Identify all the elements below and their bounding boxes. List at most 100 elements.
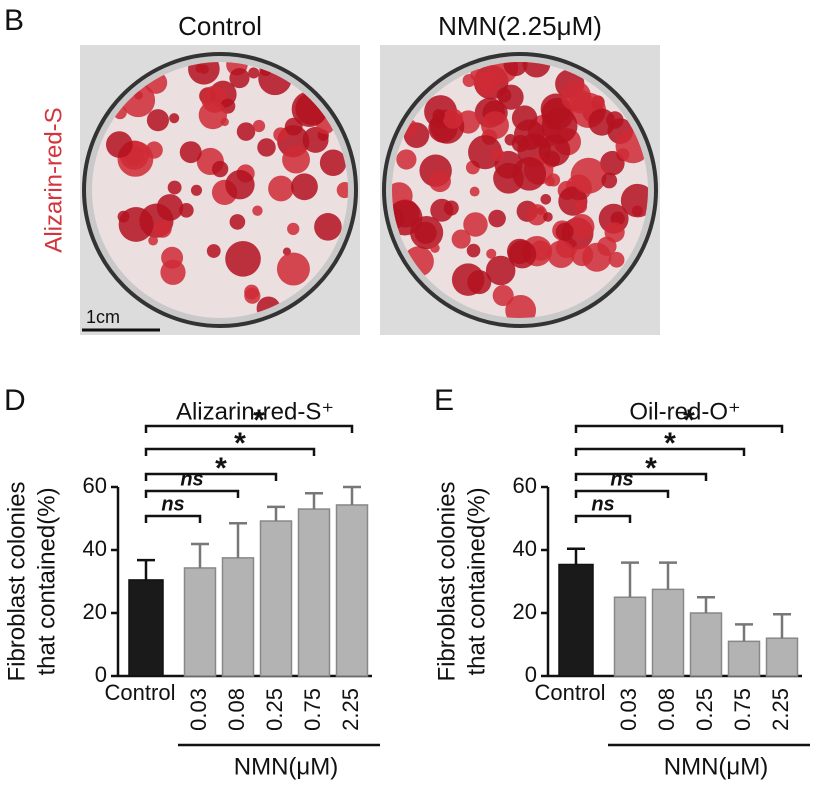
bar	[558, 563, 594, 677]
stain-blob	[229, 214, 246, 230]
error-bar	[567, 547, 585, 565]
y-tick-label: 40	[83, 536, 107, 561]
significance-bracket	[144, 447, 316, 456]
bar	[727, 640, 761, 677]
y-tick-label: 20	[513, 599, 537, 624]
stain-blob	[541, 107, 578, 144]
panel-label: B	[4, 4, 24, 37]
x-tick-label: 0.08	[224, 688, 249, 731]
stain-blob	[146, 109, 170, 132]
x-tick-label: 2.25	[338, 688, 363, 731]
significance-label: *	[683, 404, 695, 437]
significance-label: *	[234, 427, 246, 460]
stain-blob	[206, 244, 221, 258]
chart-title: Alizarin-red-S⁺	[176, 398, 334, 425]
bar	[128, 579, 164, 677]
stain-blob	[252, 119, 266, 133]
stain-blob	[284, 117, 303, 136]
stain-blob	[560, 80, 591, 112]
significance-label: ns	[591, 493, 614, 515]
x-axis-label: NMN(μM)	[234, 753, 338, 780]
stain-blob	[225, 170, 255, 200]
side-label: Alizarin-red-S	[40, 107, 67, 252]
stain-blob	[248, 67, 260, 79]
stain-blob	[608, 251, 625, 268]
stain-blob	[547, 173, 561, 187]
panel-label: D	[4, 384, 26, 417]
stain-blob	[188, 62, 220, 85]
stain-blob	[511, 105, 538, 131]
stain-blob	[156, 194, 184, 221]
y-tick-label: 0	[525, 662, 537, 687]
x-tick-label: Control	[535, 680, 606, 705]
stain-blob	[430, 243, 440, 253]
stain-blob	[314, 213, 342, 241]
error-bar	[191, 542, 209, 568]
y-tick-label: 60	[83, 473, 107, 498]
stain-blob	[244, 284, 259, 300]
stain-blob	[508, 240, 537, 269]
x-axis-label: NMN(μM)	[664, 753, 768, 780]
x-tick-label: 0.25	[692, 688, 717, 731]
stain-blob	[442, 108, 464, 129]
bar	[613, 596, 647, 677]
stain-blob	[225, 241, 261, 277]
stain-blob	[167, 180, 182, 195]
significance-bracket	[574, 424, 784, 433]
stain-blob	[198, 100, 228, 130]
stain-blob	[236, 122, 256, 141]
stain-blob	[462, 73, 476, 88]
stain-blob	[503, 62, 528, 77]
significance-label: ns	[161, 493, 184, 515]
stain-blob	[505, 294, 537, 318]
stain-blob	[569, 214, 595, 240]
y-axis-label: Fibroblast colonies	[3, 481, 30, 681]
significance-bracket	[144, 514, 202, 523]
stain-blob	[540, 193, 552, 205]
bar	[651, 588, 685, 677]
stain-blob	[570, 243, 594, 267]
stain-blob	[512, 157, 547, 191]
stain-blob	[291, 173, 318, 201]
stain-blob	[604, 222, 625, 243]
error-bar	[659, 561, 677, 590]
stain-blob	[161, 246, 184, 269]
significance-label: ns	[610, 468, 633, 490]
bar	[183, 567, 217, 677]
bar	[259, 520, 293, 677]
stain-blob	[257, 138, 276, 157]
stain-blob	[179, 141, 202, 164]
stain-blob	[573, 199, 588, 214]
x-tick-label: 0.25	[262, 688, 287, 731]
stain-blob	[268, 175, 294, 202]
stain-blob	[491, 148, 505, 162]
stain-blob	[252, 205, 263, 216]
significance-bracket	[574, 447, 746, 456]
error-bar	[621, 561, 639, 598]
stain-blob	[273, 127, 288, 142]
stain-blob	[148, 235, 158, 246]
x-tick-label: 2.25	[768, 688, 793, 731]
stain-blob	[468, 135, 503, 170]
stain-blob	[451, 229, 471, 249]
bar	[689, 612, 723, 677]
stain-blob	[478, 72, 496, 89]
y-tick-label: 60	[513, 473, 537, 498]
stain-blob	[504, 134, 517, 146]
bar	[297, 508, 331, 677]
stain-blob	[287, 222, 300, 236]
stain-blob	[547, 240, 575, 269]
error-bar	[773, 613, 791, 639]
significance-label: *	[664, 427, 676, 460]
stain-blob	[600, 150, 625, 176]
y-axis-label: Fibroblast colonies	[433, 481, 460, 681]
scale-bar-label: 1cm	[86, 307, 120, 327]
error-bar	[343, 485, 361, 505]
stain-blob	[588, 108, 616, 136]
x-tick-label: 0.75	[730, 688, 755, 731]
stain-blob	[428, 170, 451, 193]
significance-label: *	[645, 452, 657, 485]
stain-blob	[106, 131, 133, 158]
significance-bracket	[144, 472, 278, 481]
